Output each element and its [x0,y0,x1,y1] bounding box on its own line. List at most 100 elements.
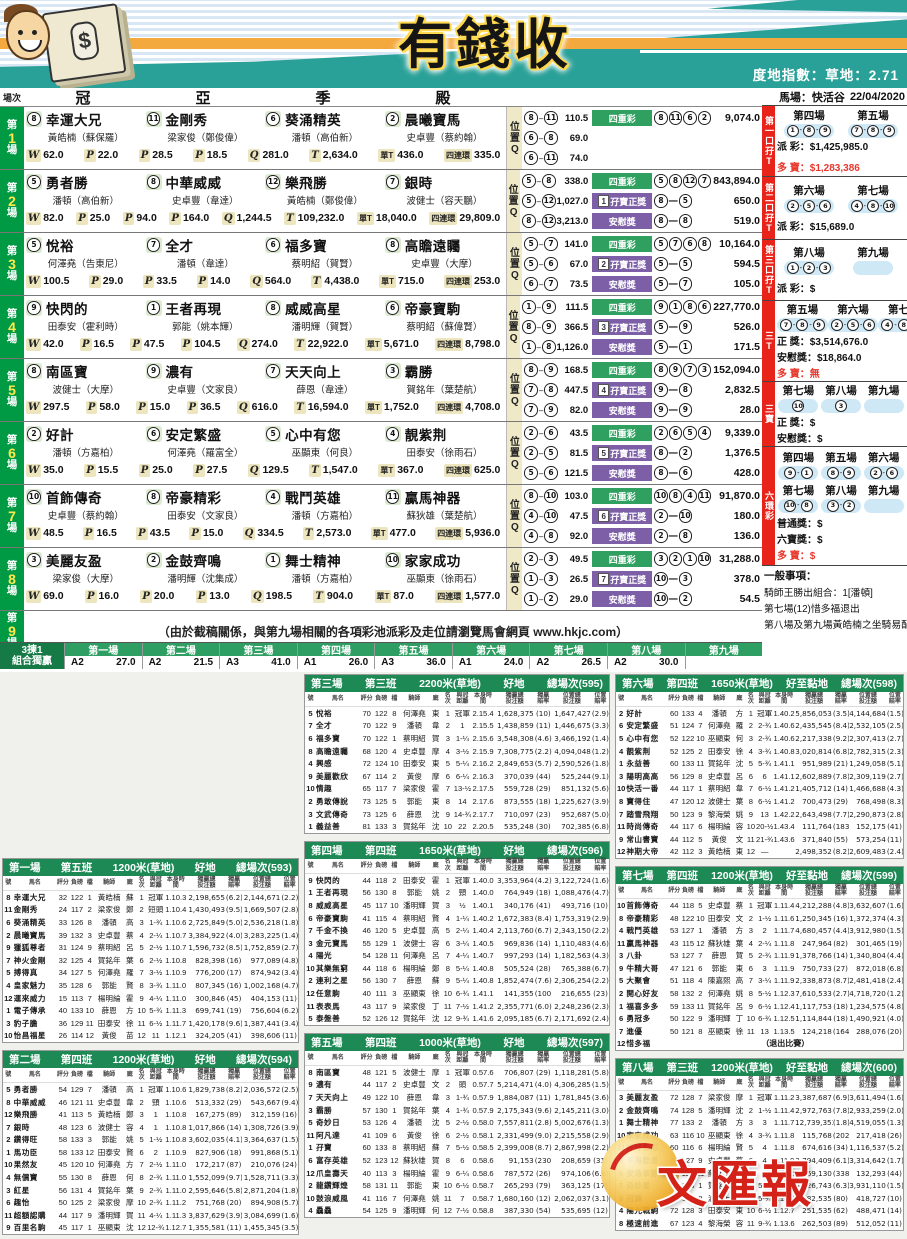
horse-no: 9 [308,875,313,885]
horse-no: 10 [4,1031,13,1041]
rating: 31 [58,943,68,953]
finish-pos: 8 [445,796,450,806]
place-odds: (1.8) [281,917,298,927]
column-header: 負磅 [375,695,388,702]
pick3-combo: A2 [148,657,162,668]
place-pool: 418,727 [856,1193,886,1203]
win-odds: (4.0) [534,1080,552,1090]
pool-name-bar: 第三口孖T [762,240,775,300]
number-combo: 9–8 [654,381,693,399]
pick3-race-header: 第七場 [530,643,607,657]
dividend-pair: Q 281.0 [247,148,289,162]
dividend-pair: 單T 715.0 [379,274,424,288]
title-segment: 第六場 [622,678,654,690]
place-pool: 525,244 [561,771,591,781]
horse-stats-row: 4 陽光 54 128 11 何澤堯呂 7 4-¼ 1.40.7 997,293 (14) 1,182… [305,950,609,963]
horse-name: 八卦 [626,951,643,961]
horse-no: 4 [308,951,313,961]
finish-time: 1.11.4 [773,1105,795,1115]
placed-horses-row: 9 快閃的 1 王者再現 8 威威高星 6 帝豪寶駒 [25,297,504,319]
win-odds: (8.5) [225,943,243,953]
horse-no: 9 [308,771,313,781]
finish-pos: 3 [445,1093,450,1103]
place-odds: (4.3) [886,913,903,923]
horse-name: 葵涌精英 [13,917,46,927]
pick3-column: 第三場 A3 41.0 [219,643,297,669]
place-odds: (1.5) [281,1135,298,1145]
horse-number-circle: 9 [883,124,896,137]
place-pool: 2,215,558 [554,1130,591,1140]
margin: 冠軍 [757,1093,773,1103]
jockey: 田泰安 [97,1147,121,1157]
dividend-value: $ [809,283,816,295]
place-odds: (9.1) [591,771,609,781]
finish-time: 1.11.0 [165,1173,187,1183]
rating: 57 [362,1105,371,1115]
stable: 鄭 [126,1110,134,1120]
horse-stats-row: 8 南區寶 48 121 5 波健士摩 1 冠軍 0.57.6 706,807 (29) 1,118,… [305,1066,609,1079]
rating: 55 [58,1173,68,1183]
jockey-trainer: 潘頓（方嘉柏） [291,574,359,585]
win-pool: 4,212,288 [795,900,832,910]
horse-name: 紅星 [13,1185,30,1195]
horse-no: 9 [619,1193,624,1203]
horse-stats-row: 4 戰鬥英雄 53 127 1 潘頓方 3 2 1.11.7 4,680,457 (4.4) 3,91… [616,924,903,937]
rating: 58 [58,1135,68,1145]
double-badge: 2 孖寶正獎 [592,256,653,272]
dividend-pair: 四連環 4,708.0 [435,400,500,414]
horse-name: 霸勝 [404,365,433,380]
weight: 111 [375,989,388,999]
venue-date-header: 馬場：快活谷 22/04/2020 [762,88,907,105]
place-odds: (4.8) [281,955,298,965]
place-pool: 217,418 [856,1130,886,1140]
win-pool: 4,680,457 [795,926,832,936]
column-header: 獨贏總 投注額 [804,1076,823,1090]
dividend-pair: Q 334.5 [242,526,284,540]
horse-number-chip: 4 [384,426,401,442]
weight: 133 [70,1135,84,1145]
race-row: 第 5 場 8 南區寶 9 濃有 7 天天向上 3 霸勝 波健士（大摩） 史卓豐（文家良） 薛恩（韋達）賀… [0,359,762,422]
win-odds: (5.7) [534,759,552,769]
pool-content: 第四場 9-1 第五場 8-9 第六場 2-6 第七場 10-8 第八場 3-2 第九場 普通獎：$ 六… [775,447,907,565]
horse-number-circle: 6 [544,257,558,271]
pool-label: Q [236,337,250,351]
place-pool: 1,387,441 [243,1018,281,1028]
number-combo: 8 11 6 2 [654,111,712,125]
rating: 54 [362,1206,371,1216]
title-segment: 第四班 [365,844,397,857]
win-pool: 513,332 [195,1097,225,1107]
win-pool: 751,768 [195,1198,225,1208]
column-header: 與冠 距離 [149,876,162,890]
winning-combo-pill: 4-8-10 [847,199,899,213]
win-pool: 706,807 [504,1067,534,1077]
jockey: 郭能 [101,980,117,990]
jockey: 田泰安 [707,913,731,923]
rating: 65 [362,784,371,794]
win-pool: 1,438,859 [497,721,534,731]
margin: 2-¾ [758,733,772,743]
dividend-pair: P 25.0 [138,463,173,477]
finish-pos: 8 [748,796,753,806]
horse-number-circle: 10 [792,400,805,413]
jockey-trainer: 潘頓（方嘉柏） [291,511,359,522]
finish-pos: 10 [443,989,453,999]
pool-race-name: 第七場 [782,385,815,398]
finish-time: 1.40.6 [773,721,795,731]
place-odds: (11) [282,993,297,1003]
pool-label: 單T [364,337,382,351]
jockey: 梁家俊 [97,1198,121,1208]
finish-pos: 8 [445,963,450,973]
finish-time: 1.12.3 [773,989,795,999]
draw: 7 [698,951,703,961]
place-odds: (1.8) [281,1185,298,1195]
pool-race-name: 第六場 [837,304,869,317]
win-odds: (16) [226,980,242,990]
rating: 41 [362,913,371,923]
title-segment: 1650米(草地) [419,844,481,857]
consolation-dividend: 105.0 [733,278,760,290]
win-pool: 387,330 [504,1206,534,1216]
horse-name: 金剛秀 [13,905,38,915]
jockey: 梁家俊 [97,905,121,915]
cartoon-man-money-icon [4,2,127,86]
